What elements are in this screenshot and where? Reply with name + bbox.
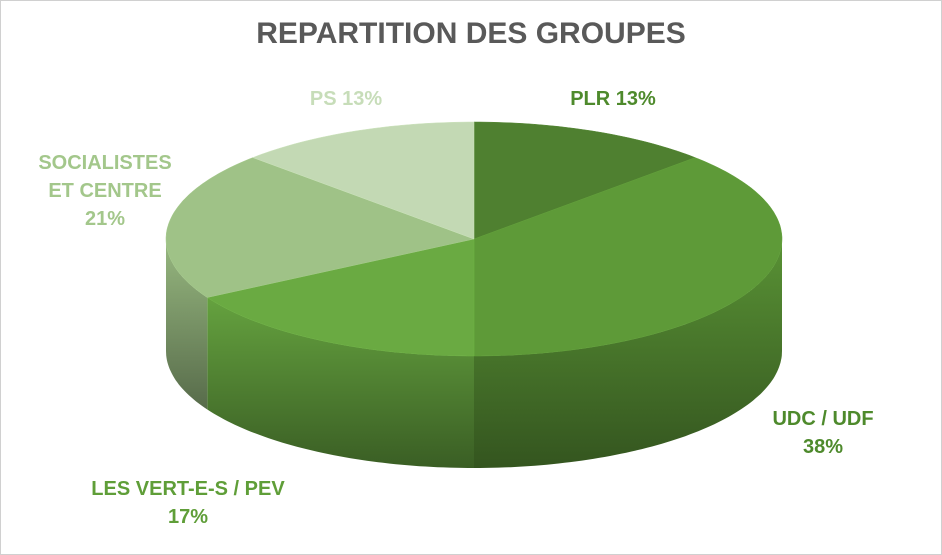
data-label: LES VERT-E-S / PEV 17% (91, 475, 284, 531)
value-label: 17% (167, 506, 209, 528)
data-label: PLR 13% (570, 85, 656, 113)
category-label: PS (309, 88, 337, 110)
data-label: SOCIALISTES ET CENTRE 21% (30, 149, 180, 233)
value-label: 13% (342, 88, 383, 110)
category-label: LES VERT-E-S / PEV (91, 478, 285, 500)
chart-title: REPARTITION DES GROUPES (256, 17, 686, 50)
slice (206, 238, 475, 357)
slice-side (474, 239, 782, 468)
category-label: PLR (570, 88, 611, 110)
category-label: SOCIALISTES ET CENTRE (38, 152, 172, 202)
slice (165, 157, 475, 298)
value-label: 38% (802, 436, 844, 458)
value-label: 21% (84, 208, 126, 230)
category-label: UDC / UDF (772, 408, 874, 430)
data-label: PS 13% (310, 85, 382, 113)
slice (252, 121, 475, 240)
slice-side (207, 297, 475, 468)
slice (473, 121, 696, 240)
data-label: UDC / UDF 38% (772, 405, 873, 461)
value-label: 13% (615, 88, 656, 110)
slice-side (166, 239, 208, 410)
slice (473, 157, 783, 357)
